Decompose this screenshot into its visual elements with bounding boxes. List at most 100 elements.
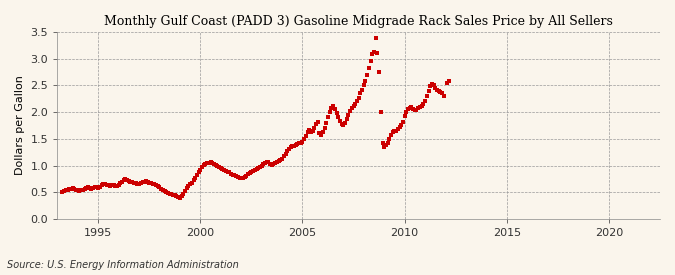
Point [408,107,418,111]
Point [369,50,379,54]
Point [294,141,304,145]
Point [261,160,272,164]
Point [292,141,303,146]
Point [210,163,221,167]
Point [137,180,148,184]
Point [151,183,161,187]
Point [271,160,282,164]
Point [326,106,337,110]
Point [154,185,165,189]
Point [314,131,325,136]
Point [418,102,429,106]
Point [234,176,245,180]
Point [248,169,259,173]
Point [336,122,347,126]
Point [161,189,171,194]
Point [76,188,86,192]
Point [439,94,450,98]
Text: Source: U.S. Energy Information Administration: Source: U.S. Energy Information Administ… [7,260,238,270]
Point [275,158,286,163]
Point [122,178,132,182]
Point [399,114,410,119]
Point [79,186,90,191]
Point [246,170,256,174]
Point [207,161,217,166]
Y-axis label: Dollars per Gallon: Dollars per Gallon [15,76,25,175]
Point [117,179,128,184]
Point [159,188,170,193]
Point [342,116,352,121]
Point [288,144,299,148]
Point [221,169,232,173]
Point [273,159,284,163]
Point [278,154,289,159]
Point [147,182,158,186]
Point [99,182,110,186]
Point [190,176,200,180]
Point [331,111,342,116]
Point [346,106,357,110]
Point [413,106,424,110]
Point [335,119,346,123]
Point [215,166,226,170]
Point [381,143,392,147]
Point [309,126,320,130]
Point [81,186,92,190]
Point [350,101,360,106]
Point [365,59,376,64]
Point [163,191,173,195]
Point [392,127,403,131]
Point [267,163,277,167]
Point [425,84,435,89]
Point [254,165,265,169]
Point [103,183,114,188]
Point [74,188,85,193]
Point [71,187,82,192]
Point [296,140,306,145]
Point [374,70,385,74]
Point [69,186,80,191]
Point [209,162,219,167]
Point [403,107,414,112]
Point [420,99,431,104]
Point [338,123,349,128]
Point [348,103,359,108]
Point [222,170,233,174]
Point [411,108,422,112]
Point [63,186,74,191]
Point [428,83,439,87]
Point [362,73,373,77]
Point [363,66,374,70]
Point [297,140,308,144]
Point [95,185,105,189]
Point [391,129,402,133]
Point [324,110,335,114]
Point [396,123,406,127]
Point [333,115,344,120]
Point [398,120,408,124]
Point [345,109,356,113]
Point [236,176,246,181]
Point [91,185,102,190]
Point [323,115,333,120]
Point [258,162,269,166]
Point [394,125,405,129]
Point [317,130,328,134]
Point [352,99,362,104]
Point [72,188,83,192]
Point [192,173,202,177]
Point [375,110,386,114]
Point [358,83,369,87]
Point [124,179,134,183]
Point [168,193,179,197]
Point [433,89,444,93]
Point [410,108,421,113]
Point [108,183,119,187]
Point [437,91,448,96]
Point [101,183,112,187]
Point [169,193,180,198]
Point [193,170,204,174]
Point [385,132,396,137]
Point [139,179,150,184]
Point [57,190,68,194]
